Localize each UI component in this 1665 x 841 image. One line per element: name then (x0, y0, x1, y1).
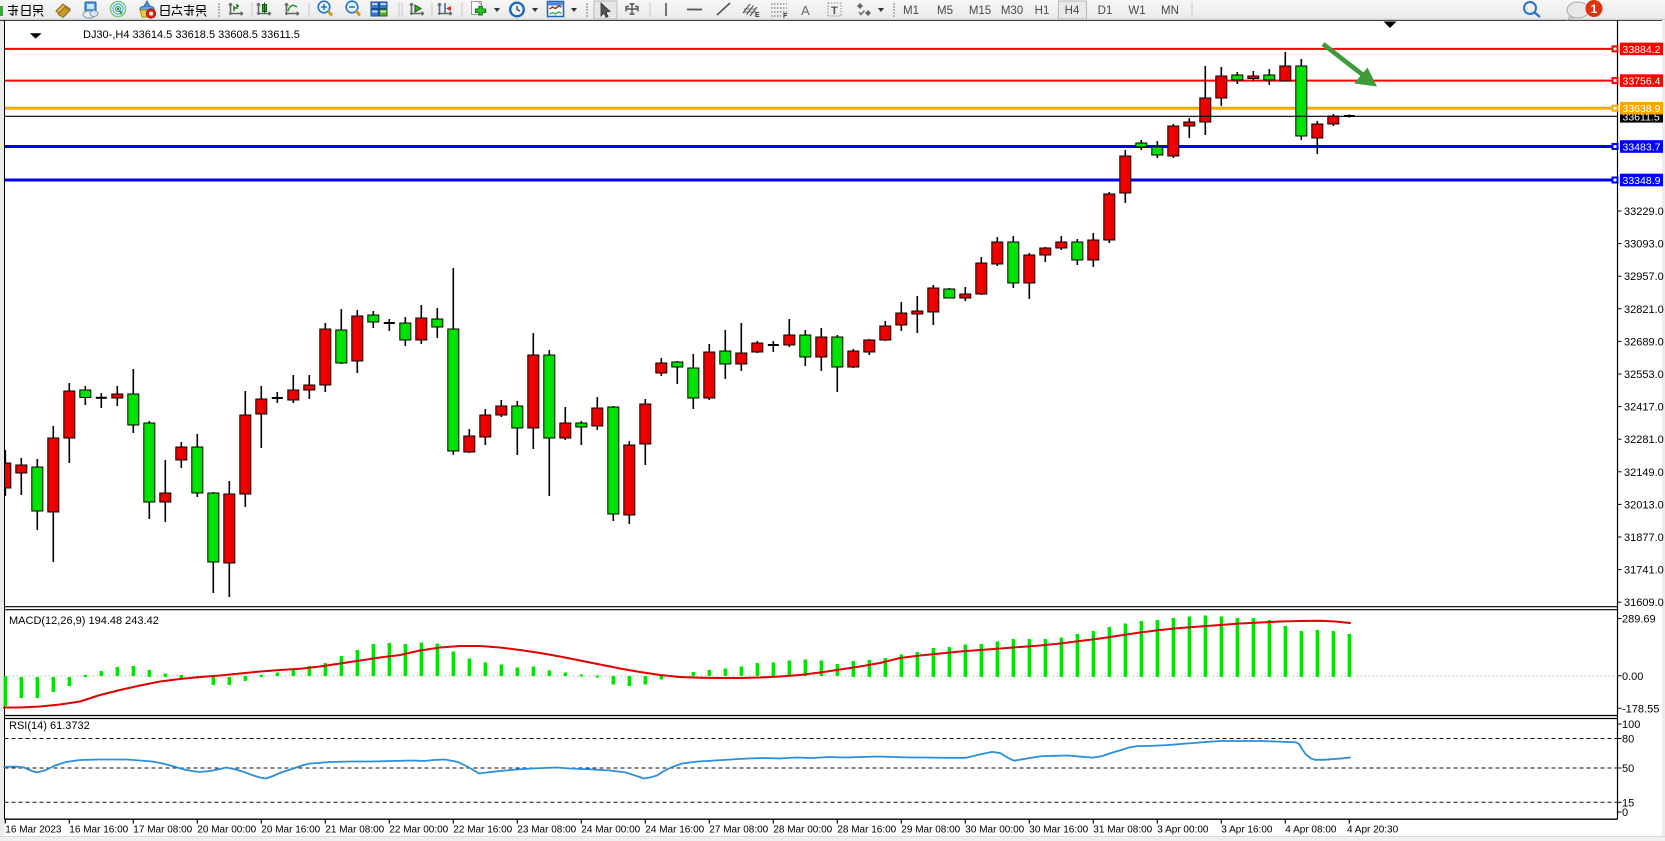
svg-text:M1: M1 (903, 5, 919, 17)
svg-text:32821.0: 32821.0 (1624, 304, 1664, 316)
svg-text:21 Mar 08:00: 21 Mar 08:00 (325, 825, 384, 836)
svg-text:33093.0: 33093.0 (1624, 239, 1664, 251)
svg-text:3 Apr 16:00: 3 Apr 16:00 (1221, 825, 1273, 836)
svg-text:20 Mar 00:00: 20 Mar 00:00 (197, 825, 256, 836)
svg-text:4 Apr 08:00: 4 Apr 08:00 (1285, 825, 1337, 836)
svg-text:T: T (831, 5, 838, 17)
svg-text:32417.0: 32417.0 (1624, 402, 1664, 414)
svg-text:22 Mar 00:00: 22 Mar 00:00 (389, 825, 448, 836)
svg-text:MACD(12,26,9) 194.48 243.42: MACD(12,26,9) 194.48 243.42 (9, 615, 159, 627)
svg-text:24 Mar 00:00: 24 Mar 00:00 (581, 825, 640, 836)
svg-text:30 Mar 16:00: 30 Mar 16:00 (1029, 825, 1088, 836)
svg-text:33229.0: 33229.0 (1624, 206, 1664, 218)
svg-text:M30: M30 (1001, 5, 1023, 17)
svg-text:F: F (783, 13, 788, 20)
svg-text:W1: W1 (1128, 5, 1145, 17)
svg-text:33756.4: 33756.4 (1623, 76, 1661, 88)
svg-text:100: 100 (1622, 719, 1640, 731)
svg-text:31741.0: 31741.0 (1624, 565, 1664, 577)
svg-text:32281.0: 32281.0 (1624, 434, 1664, 446)
svg-text:RSI(14) 61.3732: RSI(14) 61.3732 (9, 720, 90, 732)
svg-text:M5: M5 (937, 5, 953, 17)
svg-text:32689.0: 32689.0 (1624, 336, 1664, 348)
svg-text:31 Mar 08:00: 31 Mar 08:00 (1093, 825, 1152, 836)
svg-text:33483.7: 33483.7 (1623, 142, 1661, 154)
svg-text:28 Mar 00:00: 28 Mar 00:00 (773, 825, 832, 836)
svg-text:16 Mar 2023: 16 Mar 2023 (5, 825, 62, 836)
svg-text:22 Mar 16:00: 22 Mar 16:00 (453, 825, 512, 836)
svg-text:-178.55: -178.55 (1622, 703, 1659, 715)
svg-text:33348.9: 33348.9 (1623, 175, 1661, 187)
svg-text:30 Mar 00:00: 30 Mar 00:00 (965, 825, 1024, 836)
svg-text:289.69: 289.69 (1622, 614, 1656, 626)
svg-text:32013.0: 32013.0 (1624, 499, 1664, 511)
svg-text:80: 80 (1622, 734, 1634, 746)
svg-text:20 Mar 16:00: 20 Mar 16:00 (261, 825, 320, 836)
svg-text:MN: MN (1161, 5, 1179, 17)
svg-text:3 Apr 00:00: 3 Apr 00:00 (1157, 825, 1209, 836)
svg-text:D1: D1 (1098, 5, 1113, 17)
svg-text:23 Mar 08:00: 23 Mar 08:00 (517, 825, 576, 836)
svg-text:29 Mar 08:00: 29 Mar 08:00 (901, 825, 960, 836)
svg-text:27 Mar 08:00: 27 Mar 08:00 (709, 825, 768, 836)
svg-text:32957.0: 32957.0 (1624, 271, 1664, 283)
svg-text:50: 50 (1622, 763, 1634, 775)
svg-text:0: 0 (1622, 807, 1628, 819)
svg-text:17 Mar 08:00: 17 Mar 08:00 (133, 825, 192, 836)
svg-text:H1: H1 (1035, 5, 1050, 17)
svg-text:24 Mar 16:00: 24 Mar 16:00 (645, 825, 704, 836)
svg-text:H4: H4 (1065, 5, 1080, 17)
svg-text:E: E (755, 12, 760, 19)
svg-text:32553.0: 32553.0 (1624, 369, 1664, 381)
svg-text:16 Mar 16:00: 16 Mar 16:00 (69, 825, 128, 836)
svg-text:A: A (801, 3, 810, 18)
svg-text:31609.0: 31609.0 (1624, 597, 1664, 609)
svg-text:15: 15 (1622, 797, 1634, 809)
svg-text:M15: M15 (969, 5, 991, 17)
svg-text:33638.9: 33638.9 (1623, 103, 1661, 115)
svg-text:DJ30-,H4 33614.5 33618.5 3360: DJ30-,H4 33614.5 33618.5 33608.5 33611.5 (83, 29, 300, 41)
svg-text:31877.0: 31877.0 (1624, 532, 1664, 544)
svg-text:4 Apr 20:30: 4 Apr 20:30 (1347, 825, 1399, 836)
svg-text:33884.2: 33884.2 (1623, 44, 1661, 56)
svg-text:32149.0: 32149.0 (1624, 467, 1664, 479)
svg-text:1: 1 (1591, 2, 1598, 16)
svg-text:28 Mar 16:00: 28 Mar 16:00 (837, 825, 896, 836)
svg-text:0.00: 0.00 (1622, 671, 1643, 683)
